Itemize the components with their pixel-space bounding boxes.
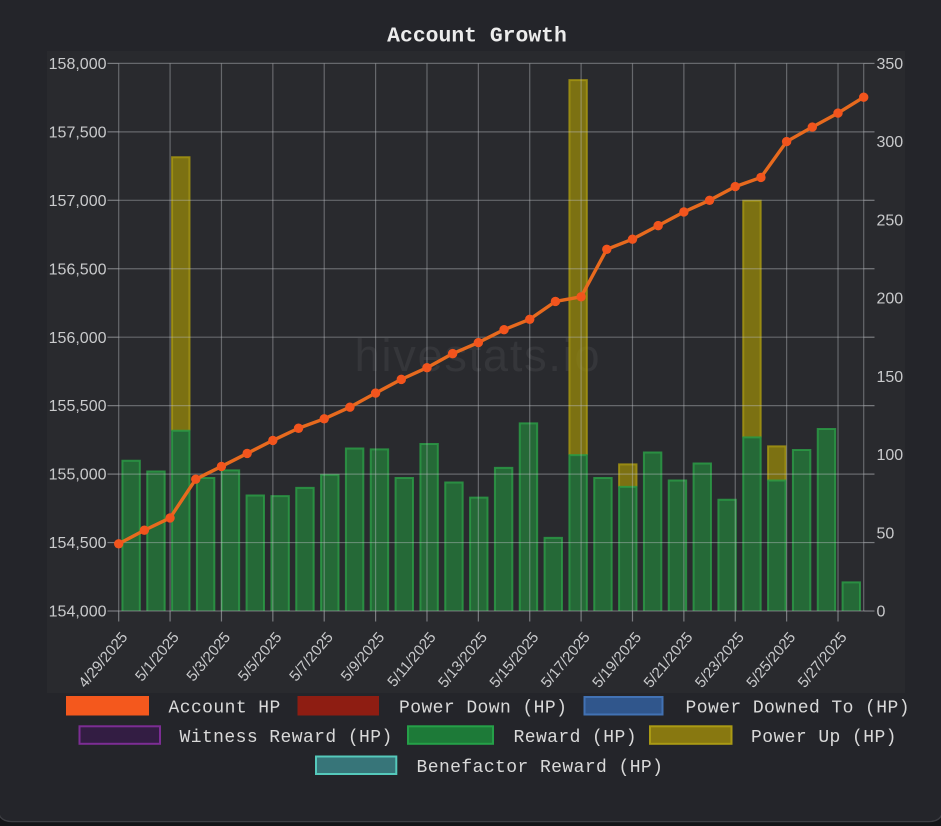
svg-text:Benefactor Reward (HP): Benefactor Reward (HP) <box>417 758 664 778</box>
svg-text:Account Growth: Account Growth <box>387 24 567 48</box>
svg-text:200: 200 <box>877 291 904 308</box>
svg-text:158,000: 158,000 <box>49 56 107 73</box>
svg-text:154,500: 154,500 <box>49 535 107 552</box>
svg-text:Power Downed To (HP): Power Downed To (HP) <box>686 699 910 719</box>
svg-text:350: 350 <box>877 56 904 73</box>
svg-text:250: 250 <box>877 213 904 230</box>
svg-text:156,000: 156,000 <box>49 330 107 347</box>
svg-text:155,500: 155,500 <box>49 398 107 415</box>
svg-text:Witness Reward (HP): Witness Reward (HP) <box>180 728 393 748</box>
svg-text:50: 50 <box>877 525 895 542</box>
svg-text:157,000: 157,000 <box>49 193 107 210</box>
svg-text:150: 150 <box>877 369 904 386</box>
svg-text:155,000: 155,000 <box>49 467 107 484</box>
svg-text:154,000: 154,000 <box>49 604 107 621</box>
svg-text:0: 0 <box>877 604 886 621</box>
svg-text:100: 100 <box>877 447 904 464</box>
svg-text:Power Up (HP): Power Up (HP) <box>751 728 897 748</box>
svg-text:Account HP: Account HP <box>169 699 281 719</box>
svg-text:300: 300 <box>877 134 904 151</box>
svg-text:Power Down (HP): Power Down (HP) <box>399 699 567 719</box>
svg-text:156,500: 156,500 <box>49 261 107 278</box>
svg-text:157,500: 157,500 <box>49 125 107 142</box>
svg-text:Reward (HP): Reward (HP) <box>514 728 637 748</box>
